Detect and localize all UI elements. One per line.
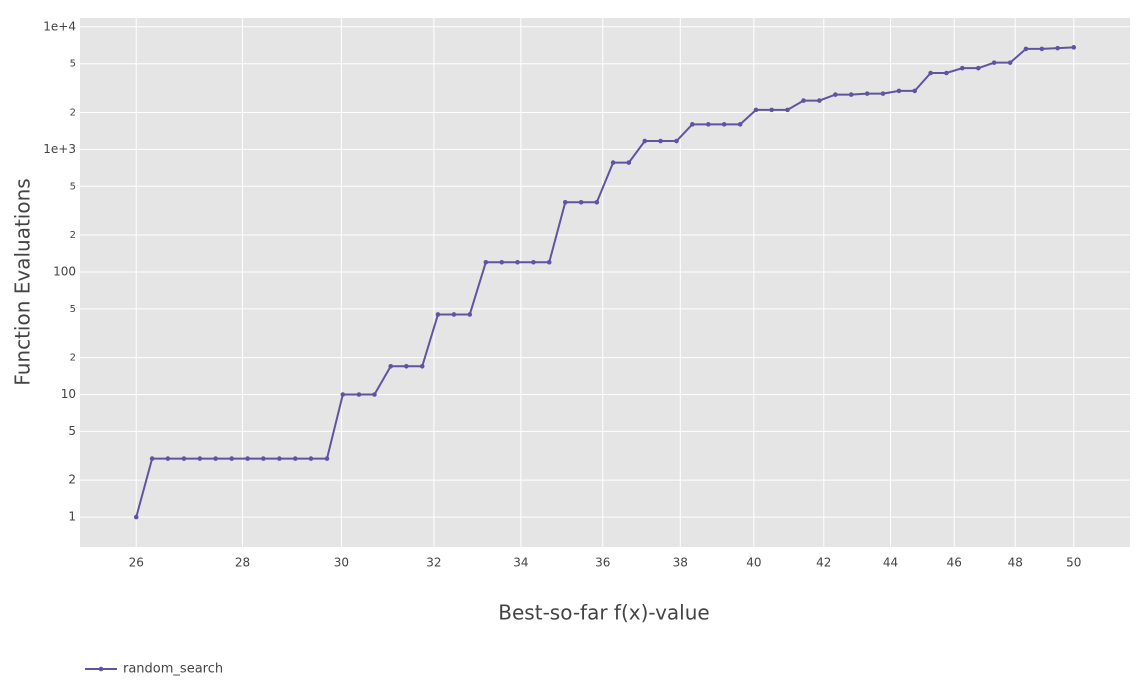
- x-tick-label: 46: [947, 556, 962, 570]
- data-point: [991, 60, 997, 65]
- y-tick-label: 100: [53, 264, 76, 278]
- data-point: [658, 138, 663, 144]
- x-tick-label: 50: [1066, 556, 1081, 570]
- y-tick-label: 5: [68, 424, 76, 438]
- x-tick-label: 48: [1008, 556, 1023, 570]
- data-point: [419, 363, 425, 369]
- data-point: [721, 122, 727, 127]
- y-tick-label: 1e+4: [43, 19, 76, 33]
- data-point: [976, 65, 981, 71]
- x-tick-label: 34: [513, 556, 528, 570]
- data-point: [531, 259, 536, 265]
- data-point: [324, 456, 330, 461]
- data-point: [785, 107, 790, 113]
- y-tick-label: 2: [70, 230, 76, 241]
- data-point: [261, 456, 266, 461]
- series-line: [135, 46, 1074, 518]
- y-tick-label: 2: [70, 107, 76, 118]
- data-point: [165, 456, 171, 461]
- data-point: [864, 91, 870, 96]
- data-point: [133, 514, 139, 520]
- data-point: [372, 392, 377, 397]
- y-tick-label: 2: [68, 473, 76, 487]
- data-point: [928, 70, 933, 76]
- data-point: [356, 392, 362, 397]
- y-tick-label: 5: [70, 304, 76, 315]
- data-point: [467, 312, 473, 317]
- data-point: [848, 92, 854, 97]
- data-point: [149, 456, 155, 461]
- data-point: [292, 456, 298, 461]
- data-point: [308, 456, 314, 461]
- data-point: [626, 160, 632, 165]
- data-point: [801, 98, 806, 103]
- data-point: [229, 456, 234, 461]
- x-tick-label: 30: [334, 556, 349, 570]
- data-point: [197, 456, 203, 461]
- plot-area: [80, 18, 1130, 547]
- data-point: [1007, 60, 1013, 65]
- data-point: [1055, 45, 1060, 51]
- data-point: [769, 107, 774, 113]
- x-tick-label: 26: [129, 556, 144, 570]
- data-point: [610, 160, 616, 165]
- data-point: [483, 259, 489, 265]
- data-point: [435, 312, 441, 317]
- data-point: [594, 200, 600, 205]
- x-tick-label: 28: [235, 556, 250, 570]
- x-axis-title: Best-so-far f(x)-value: [498, 601, 709, 625]
- data-point: [1039, 46, 1045, 52]
- x-tick-label: 40: [746, 556, 761, 570]
- data-point: [340, 392, 346, 397]
- data-point: [578, 200, 584, 205]
- data-point: [213, 456, 218, 461]
- y-tick-label: 1: [68, 510, 76, 524]
- data-point: [690, 122, 695, 127]
- y-tick-label: 5: [70, 59, 76, 70]
- data-point: [960, 65, 965, 71]
- y-axis-title: Function Evaluations: [11, 178, 35, 385]
- data-point: [706, 122, 711, 127]
- y-tick-label: 5: [70, 181, 76, 192]
- y-tick-label: 10: [61, 387, 76, 401]
- data-point: [245, 456, 250, 461]
- data-point: [1023, 46, 1029, 52]
- data-point: [880, 91, 886, 96]
- data-point: [912, 88, 918, 94]
- data-point: [562, 200, 568, 205]
- y-tick-label: 1e+3: [43, 142, 76, 156]
- x-tick-label: 36: [595, 556, 610, 570]
- y-tick-label: 2: [70, 353, 76, 364]
- data-point: [944, 70, 949, 76]
- data-point: [499, 259, 505, 265]
- data-point: [737, 122, 743, 127]
- data-point: [753, 107, 759, 113]
- data-point: [546, 259, 552, 265]
- data-point: [642, 138, 648, 144]
- x-tick-label: 32: [426, 556, 441, 570]
- data-point: [674, 138, 679, 144]
- data-point: [388, 363, 394, 369]
- x-tick-label: 38: [673, 556, 688, 570]
- legend-marker: [98, 666, 104, 672]
- legend-label: random_search: [123, 662, 223, 677]
- data-point: [1071, 45, 1077, 50]
- x-tick-label: 44: [883, 556, 898, 570]
- data-point: [181, 456, 187, 461]
- data-point: [451, 312, 457, 317]
- data-point: [277, 456, 282, 461]
- data-point: [404, 363, 409, 369]
- data-point: [515, 259, 520, 265]
- data-point: [833, 92, 838, 97]
- data-point: [896, 88, 902, 94]
- x-tick-label: 42: [816, 556, 831, 570]
- data-point: [817, 98, 822, 103]
